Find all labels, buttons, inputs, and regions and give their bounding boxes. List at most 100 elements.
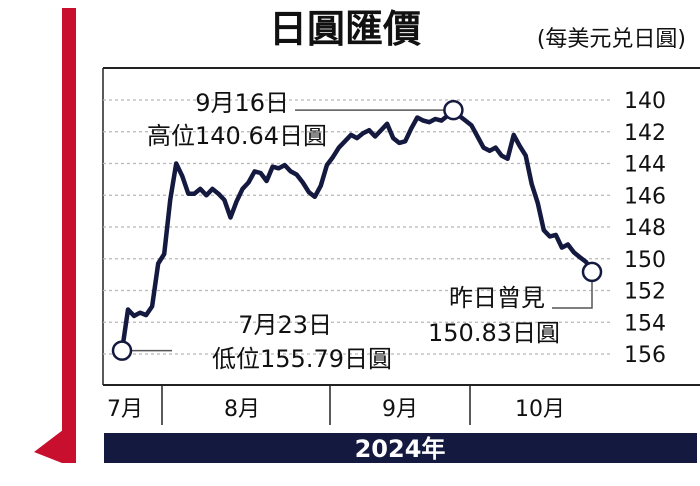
data-point [548, 235, 552, 238]
data-point [403, 139, 407, 143]
data-point [482, 146, 485, 150]
data-point [295, 173, 299, 177]
data-point [367, 128, 371, 132]
data-point [355, 136, 359, 140]
data-point [506, 157, 510, 161]
y-tick-label: 148 [624, 216, 666, 241]
data-points [120, 108, 594, 353]
data-point [572, 250, 576, 254]
data-point [421, 119, 425, 123]
low-value-label: 低位155.79日圓 [212, 345, 392, 373]
data-point [186, 192, 190, 196]
data-point [427, 120, 431, 124]
data-point [476, 135, 479, 138]
x-tick-label: 9月 [382, 397, 418, 422]
data-point [168, 198, 172, 202]
data-point [584, 260, 588, 264]
data-point [289, 169, 293, 173]
data-point [277, 166, 281, 170]
data-point [530, 182, 534, 186]
data-point [470, 123, 473, 127]
data-point [192, 192, 196, 196]
data-point [439, 119, 443, 123]
data-point [385, 122, 389, 126]
data-point [331, 155, 335, 159]
high-value-label: 高位140.64日圓 [147, 122, 327, 150]
data-point [578, 255, 582, 259]
data-point [144, 313, 148, 317]
last-value-label: 150.83日圓 [428, 319, 560, 347]
data-point [325, 163, 329, 167]
data-point [162, 252, 166, 256]
data-point [464, 119, 467, 123]
data-point [307, 190, 311, 194]
data-point [198, 187, 202, 191]
y-tick-label: 144 [624, 153, 666, 178]
data-point [536, 201, 540, 205]
data-point [259, 171, 263, 175]
data-point [235, 200, 238, 204]
data-point [265, 179, 269, 183]
data-point [301, 181, 305, 184]
data-point [349, 133, 353, 137]
year-label: 2024年 [355, 435, 446, 463]
y-tick-label: 142 [624, 121, 666, 146]
data-point [433, 117, 437, 121]
data-point [500, 154, 504, 158]
last-point-marker [581, 261, 603, 283]
data-point [391, 136, 395, 140]
data-point [283, 163, 287, 167]
data-point [222, 198, 226, 202]
data-point [204, 193, 208, 197]
data-point [156, 262, 160, 265]
data-point [180, 174, 184, 178]
data-point [174, 162, 178, 165]
data-point [216, 192, 220, 196]
x-tick-label: 10月 [515, 397, 565, 422]
data-point [271, 165, 275, 169]
year-banner [104, 433, 697, 463]
x-tick-label: 8月 [224, 397, 260, 422]
data-point [150, 304, 154, 308]
data-point [247, 181, 250, 184]
decorative-red-bar [34, 8, 76, 463]
data-point [210, 187, 214, 191]
data-point [560, 246, 564, 250]
y-tick-label: 154 [624, 311, 666, 336]
x-tick-label: 7月 [107, 397, 143, 422]
high-point-marker [443, 99, 464, 121]
y-tick-label: 150 [624, 248, 666, 273]
y-tick-label: 156 [624, 343, 666, 368]
data-point [554, 233, 558, 237]
unit-label: (每美元兑日圓) [537, 27, 686, 52]
data-point [343, 139, 347, 143]
data-point [488, 149, 492, 153]
data-point [126, 308, 130, 311]
y-tick-label: 140 [624, 89, 666, 114]
data-point [138, 311, 142, 315]
data-point [361, 131, 365, 135]
data-point [415, 116, 419, 119]
data-point [409, 127, 413, 131]
data-point [518, 144, 522, 148]
data-point [494, 146, 498, 150]
y-tick-label: 146 [624, 184, 666, 209]
data-point [373, 135, 377, 138]
y-tick-label: 152 [624, 280, 666, 305]
chart-title: 日圓匯價 [269, 7, 421, 51]
data-point [229, 216, 232, 219]
y-tick-labels: 140 142 144 146 148 150 152 154 156 [624, 89, 666, 368]
data-point [512, 133, 516, 137]
low-point-marker [111, 340, 133, 361]
last-date-label: 昨日曾見 [449, 284, 545, 312]
data-point [566, 243, 570, 246]
data-point [253, 169, 257, 173]
data-point [524, 154, 528, 158]
data-point [319, 184, 323, 188]
data-point [542, 228, 546, 232]
data-point [379, 128, 383, 132]
data-point [337, 146, 341, 150]
data-point [397, 141, 401, 145]
